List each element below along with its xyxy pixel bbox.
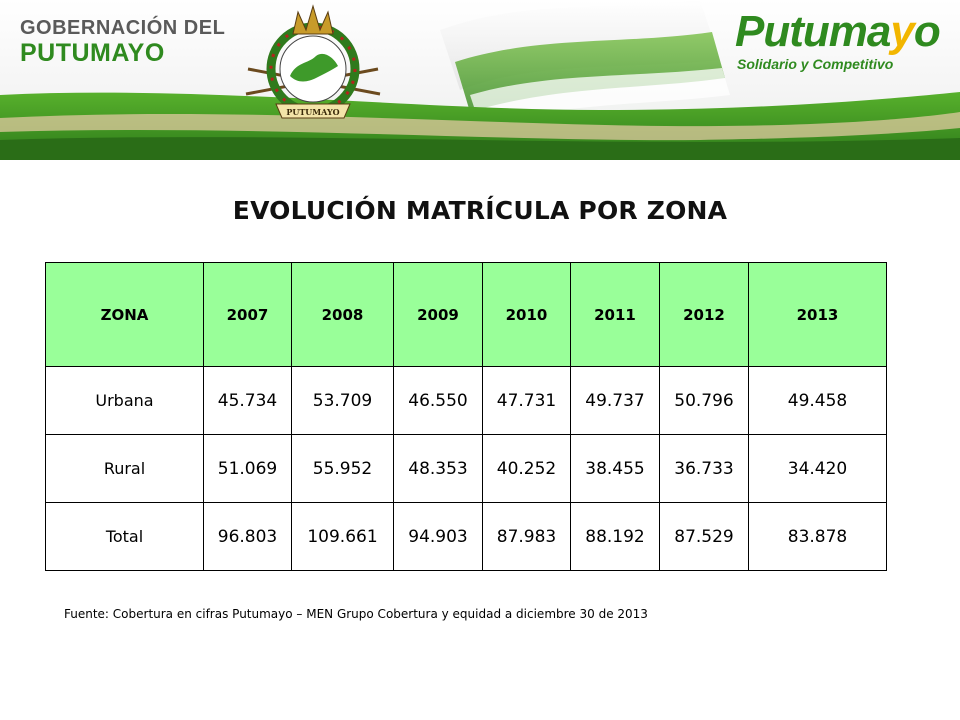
table-row-total: Total 96.803 109.661 94.903 87.983 88.19… [45,502,887,571]
putumayo-coat-of-arms-icon: PUTUMAYO [245,4,381,119]
header-banner: GOBERNACIÓN DEL PUTUMAYO PUTUMAYO Putuma… [0,0,960,160]
gobernacion-logo-line2: PUTUMAYO [20,39,165,67]
table-cell: 49.458 [748,366,887,435]
table-cell: 45.734 [203,366,292,435]
table-cell-zone: Urbana [45,366,204,435]
table-row-rural: Rural 51.069 55.952 48.353 40.252 38.455… [45,434,887,503]
table-cell: 49.737 [570,366,660,435]
enrollment-table: ZONA 2007 2008 2009 2010 2011 2012 2013 … [45,262,887,571]
table-cell-zone: Total [45,502,204,571]
column-header-2013: 2013 [748,262,887,367]
table-cell: 47.731 [482,366,571,435]
table-cell: 46.550 [393,366,483,435]
table-header-row: ZONA 2007 2008 2009 2010 2011 2012 2013 [45,262,887,367]
table-cell: 96.803 [203,502,292,571]
brand-word-end: o [913,7,941,56]
table-cell: 40.252 [482,434,571,503]
column-header-2011: 2011 [570,262,660,367]
table-cell: 53.709 [291,366,394,435]
table-cell: 109.661 [291,502,394,571]
putumayo-brand-tagline: Solidario y Competitivo [737,56,894,72]
brand-word-y: y [890,7,915,56]
column-header-2010: 2010 [482,262,571,367]
svg-text:PUTUMAYO: PUTUMAYO [286,107,339,117]
source-footnote: Fuente: Cobertura en cifras Putumayo – M… [64,607,648,621]
table-cell: 87.529 [659,502,749,571]
column-header-2008: 2008 [291,262,394,367]
table-cell-zone: Rural [45,434,204,503]
table-cell: 48.353 [393,434,483,503]
putumayo-brand-logo: Putumayo Solidario y Competitivo [735,7,941,73]
table-cell: 83.878 [748,502,887,571]
banner-background [0,0,960,160]
gobernacion-logo-line1: GOBERNACIÓN DEL [20,17,226,39]
column-header-zona: ZONA [45,262,204,367]
table-cell: 34.420 [748,434,887,503]
table-cell: 94.903 [393,502,483,571]
putumayo-brand-word: Putumayo [735,7,941,56]
table-cell: 51.069 [203,434,292,503]
gobernacion-logo: GOBERNACIÓN DEL PUTUMAYO [20,18,225,66]
table-cell: 38.455 [570,434,660,503]
column-header-2012: 2012 [659,262,749,367]
page-title: EVOLUCIÓN MATRÍCULA POR ZONA [232,196,728,225]
table-cell: 36.733 [659,434,749,503]
table-cell: 88.192 [570,502,660,571]
table-cell: 55.952 [291,434,394,503]
table-cell: 87.983 [482,502,571,571]
table-row-urbana: Urbana 45.734 53.709 46.550 47.731 49.73… [45,366,887,435]
column-header-2009: 2009 [393,262,483,367]
column-header-2007: 2007 [203,262,292,367]
brand-word-main: Putuma [735,7,891,56]
table-cell: 50.796 [659,366,749,435]
